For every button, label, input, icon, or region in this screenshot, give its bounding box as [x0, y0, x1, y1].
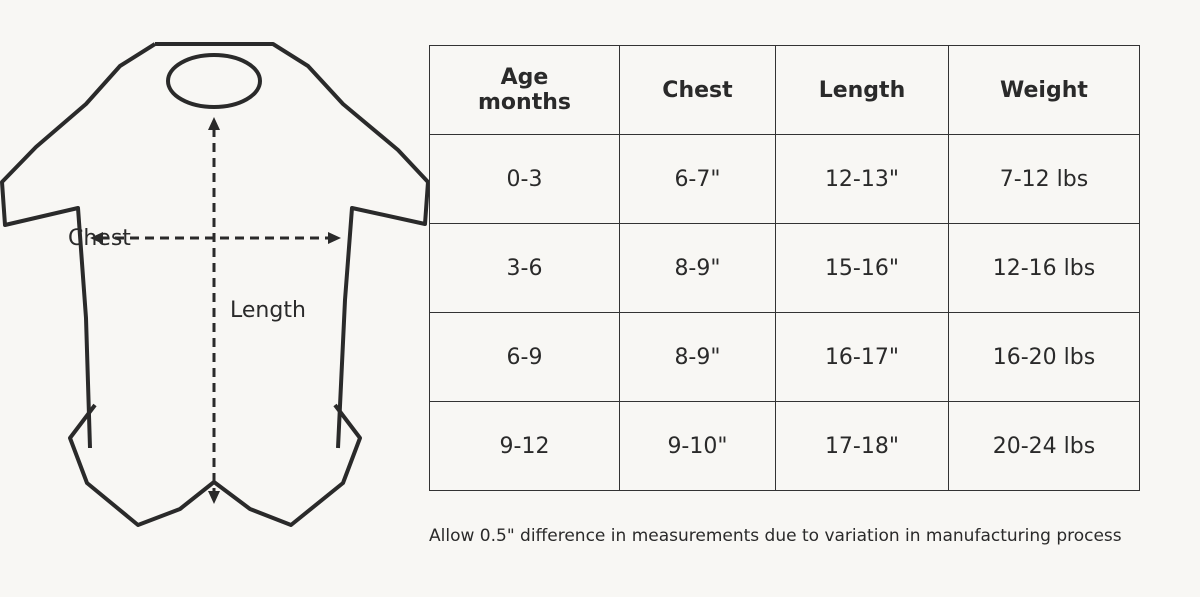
table-row: 3-6 8-9" 15-16" 12-16 lbs [429, 223, 1140, 313]
table-cell: 20-24 lbs [947, 401, 1140, 491]
table-row: 9-12 9-10" 17-18" 20-24 lbs [429, 401, 1140, 491]
header-cell: Length [774, 45, 949, 135]
header-row: Age months Chest Length Weight [429, 45, 1140, 135]
table-cell: 7-12 lbs [947, 134, 1140, 224]
table-cell: 6-7" [618, 134, 776, 224]
table-cell: 12-16 lbs [947, 223, 1140, 313]
footnote: Allow 0.5" difference in measurements du… [429, 526, 1122, 546]
table-cell: 16-17" [774, 312, 949, 402]
header-cell: Age months [429, 45, 620, 135]
table-cell: 0-3 [429, 134, 620, 224]
table-cell: 8-9" [618, 312, 776, 402]
arrowheads [90, 117, 341, 504]
table-cell: 15-16" [774, 223, 949, 313]
measure-lines [100, 128, 330, 495]
garment-diagram: Chest Length [0, 42, 430, 527]
size-table: Age months Chest Length Weight 0-3 6-7" 12… [429, 45, 1140, 491]
table-cell: 3-6 [429, 223, 620, 313]
table-cell: 17-18" [774, 401, 949, 491]
length-label: Length [230, 298, 306, 323]
table-row: 6-9 8-9" 16-17" 16-20 lbs [429, 312, 1140, 402]
header-cell: Chest [618, 45, 776, 135]
table-cell: 12-13" [774, 134, 949, 224]
table-cell: 16-20 lbs [947, 312, 1140, 402]
table-cell: 6-9 [429, 312, 620, 402]
chest-label: Chest [68, 226, 131, 251]
header-cell: Weight [947, 45, 1140, 135]
table-cell: 9-10" [618, 401, 776, 491]
table-row: 0-3 6-7" 12-13" 7-12 lbs [429, 134, 1140, 224]
table-cell: 8-9" [618, 223, 776, 313]
table-cell: 9-12 [429, 401, 620, 491]
